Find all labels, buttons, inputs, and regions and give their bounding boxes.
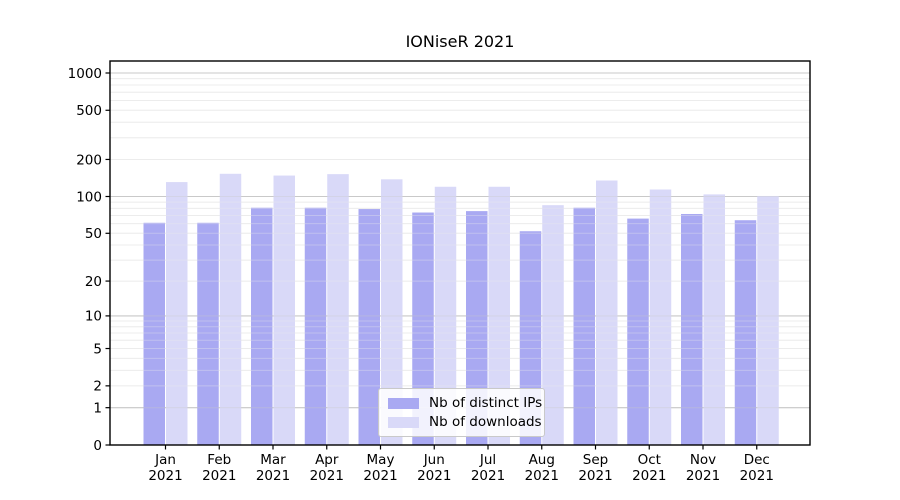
legend-swatch-distinct-ips: [388, 398, 419, 409]
x-tick-label-year: 2021: [525, 468, 559, 484]
y-tick-label: 100: [76, 189, 102, 205]
x-tick-label-year: 2021: [578, 468, 612, 484]
bar-downloads-feb: [219, 173, 242, 446]
bar-downloads-jul: [488, 186, 510, 445]
chart-title: IONiseR 2021: [406, 32, 515, 51]
legend-item-downloads: Nb of downloads: [388, 413, 542, 432]
bar-downloads-mar: [273, 175, 295, 445]
bar-downloads-aug: [542, 205, 564, 445]
y-tick-label: 0: [93, 438, 102, 454]
x-tick-label-month: Jun: [423, 452, 445, 468]
bar-downloads-jan: [166, 182, 188, 445]
x-tick-label-year: 2021: [310, 468, 344, 484]
x-tick-label-month: Jan: [154, 452, 176, 468]
bar-downloads-sep: [596, 180, 618, 446]
x-tick-label-month: Mar: [260, 452, 286, 468]
bar-downloads-may: [381, 179, 403, 445]
x-tick-label-month: Aug: [529, 452, 555, 468]
bar-distinct-ips-feb: [197, 222, 219, 445]
bar-distinct-ips-apr: [304, 207, 327, 445]
x-tick-label-year: 2021: [363, 468, 397, 484]
axis-ticks: [105, 72, 758, 450]
y-tick-label: 1: [93, 400, 102, 416]
x-tick-label-month: Apr: [315, 452, 339, 468]
bar-distinct-ips-sep: [573, 207, 595, 445]
bar-distinct-ips-nov: [681, 213, 703, 445]
legend-label-downloads: Nb of downloads: [429, 414, 542, 430]
x-tick-label-month: Oct: [638, 452, 661, 468]
bar-downloads-jun: [434, 186, 457, 445]
bar-distinct-ips-mar: [251, 207, 273, 445]
x-tick-label-month: Feb: [207, 452, 231, 468]
x-tick-label-year: 2021: [417, 468, 451, 484]
x-tick-label-month: Dec: [744, 452, 770, 468]
y-axis-labels: 0 1 2 5 10 20 50 100 200 500 1000: [68, 66, 102, 454]
bar-distinct-ips-dec: [734, 220, 757, 445]
y-tick-label: 1000: [68, 66, 102, 82]
bar-distinct-ips-may: [358, 209, 380, 445]
bar-downloads-nov: [703, 194, 725, 445]
legend-item-distinct-ips: Nb of distinct IPs: [388, 394, 542, 413]
bar-downloads-apr: [327, 174, 349, 445]
gridlines-overlay: [110, 72, 810, 409]
x-tick-label-year: 2021: [148, 468, 182, 484]
y-tick-label: 50: [85, 226, 102, 242]
x-tick-label-year: 2021: [471, 468, 505, 484]
legend-swatch-downloads: [388, 417, 419, 428]
x-tick-label-year: 2021: [686, 468, 720, 484]
y-tick-label: 200: [76, 152, 102, 168]
bar-distinct-ips-jul: [466, 211, 488, 445]
legend: Nb of distinct IPs Nb of downloads: [378, 388, 545, 437]
x-axis-labels: Jan2021Feb2021Mar2021Apr2021May2021Jun20…: [148, 452, 774, 484]
bar-downloads-oct: [649, 189, 672, 445]
bar-distinct-ips-oct: [627, 218, 649, 445]
x-tick-label-year: 2021: [256, 468, 290, 484]
x-tick-label-month: Nov: [690, 452, 716, 468]
y-tick-label: 2: [93, 379, 102, 395]
y-tick-label: 5: [93, 341, 102, 357]
legend-label-distinct-ips: Nb of distinct IPs: [429, 395, 543, 411]
y-tick-label: 500: [76, 103, 102, 119]
bar-distinct-ips-jun: [412, 212, 434, 445]
x-tick-label-month: May: [367, 452, 395, 468]
x-tick-label-year: 2021: [202, 468, 236, 484]
x-tick-label-year: 2021: [740, 468, 774, 484]
bar-downloads-dec: [757, 195, 779, 445]
bar-distinct-ips-jan: [143, 222, 165, 445]
x-tick-label-month: Jul: [479, 452, 496, 468]
plot-frame: [109, 60, 811, 446]
x-tick-label-year: 2021: [632, 468, 666, 484]
x-tick-label-month: Sep: [583, 452, 608, 468]
y-tick-label: 20: [85, 274, 102, 290]
y-tick-label: 10: [85, 309, 102, 325]
